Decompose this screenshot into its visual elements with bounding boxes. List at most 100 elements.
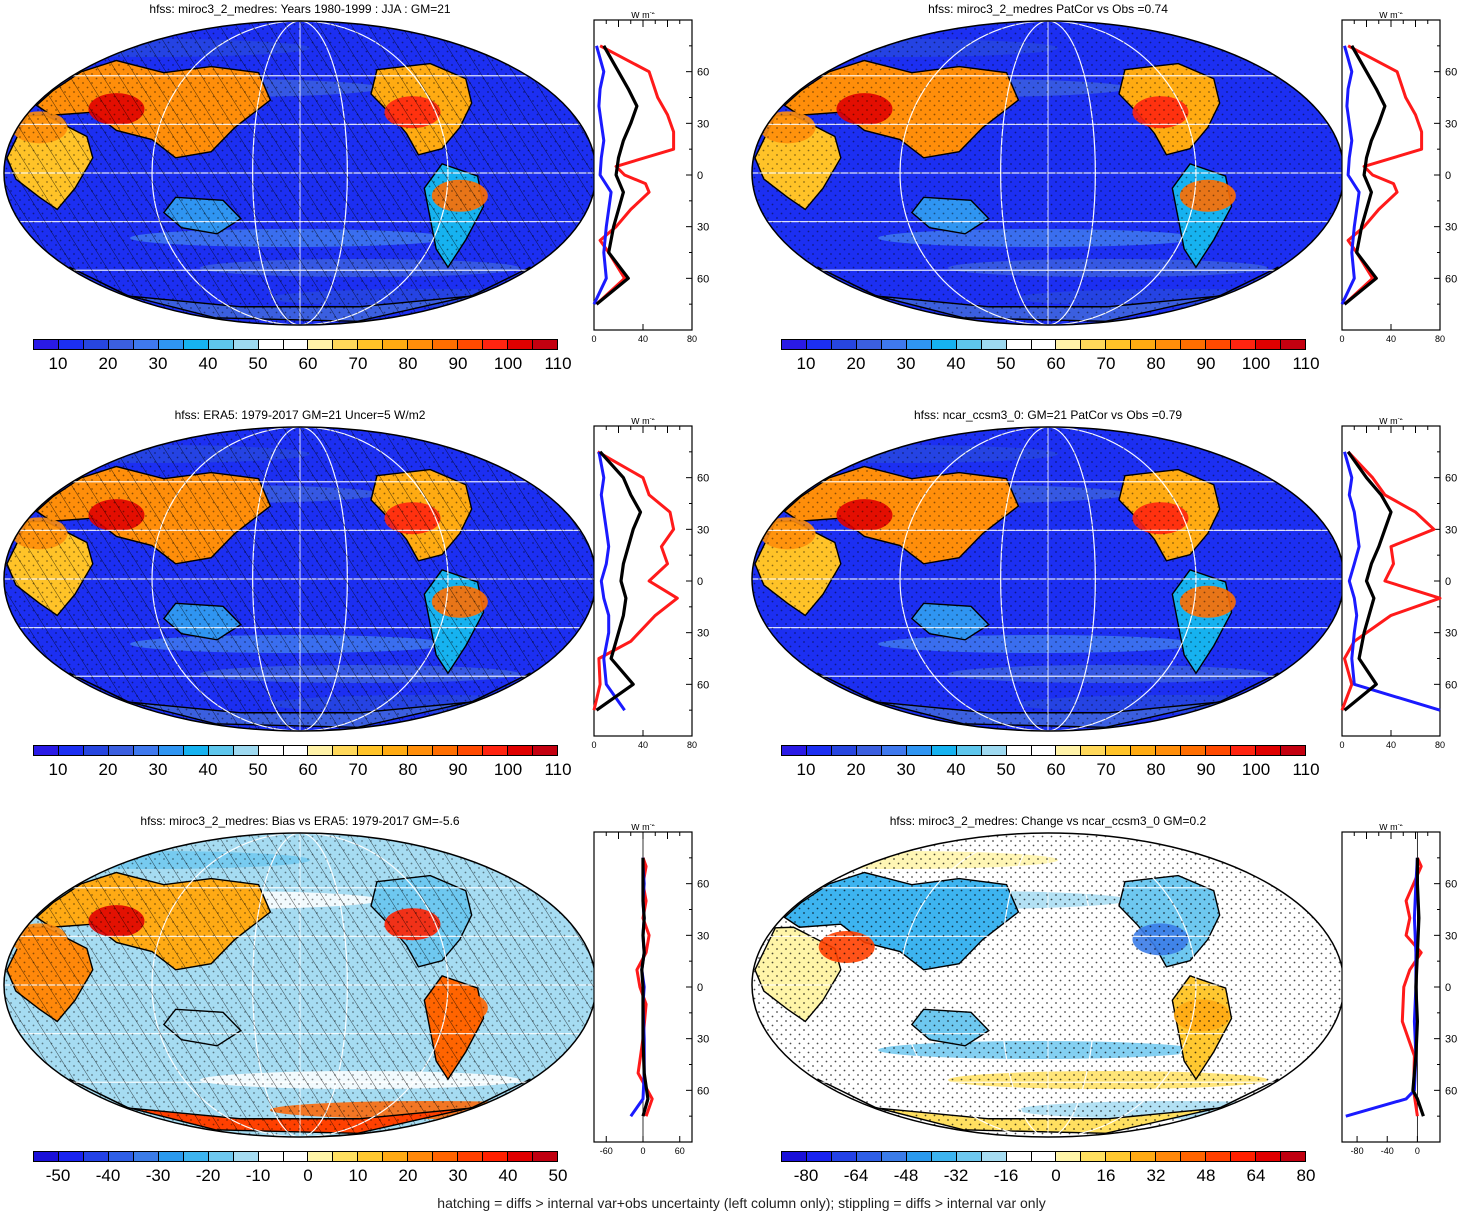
colorbar-tick-label: -80 xyxy=(793,1166,819,1185)
colorbar xyxy=(33,745,558,756)
colorbar-tick-labels: -80 -64 -48 -32 -16 0 16 32 48 64 80 xyxy=(781,1166,1316,1188)
colorbar-tick-label: 0 xyxy=(1051,1166,1061,1185)
colorbar-swatch xyxy=(233,1152,259,1161)
colorbar-swatch xyxy=(981,340,1007,349)
colorbar-tick-label: 110 xyxy=(1292,354,1320,373)
colorbar-swatch xyxy=(856,340,882,349)
colorbar-tick-label: 90 xyxy=(448,354,468,373)
colorbar-swatch xyxy=(831,340,857,349)
map-field xyxy=(752,21,1344,325)
profile-x-tick-label: 80 xyxy=(687,740,697,750)
zonal-mean-profile: W m-2 0 40 80 60N 30N 0 30S 60S xyxy=(1339,12,1458,344)
colorbar-swatch xyxy=(383,340,409,349)
colorbar xyxy=(781,1151,1306,1162)
colorbar-swatch xyxy=(1206,746,1232,755)
colorbar-tick-label: 50 xyxy=(248,354,268,373)
colorbar-tick-label: 40 xyxy=(946,760,966,779)
profile-lat-label: 0 xyxy=(697,982,703,994)
colorbar-tick-label: 60 xyxy=(1046,354,1066,373)
profile-frame xyxy=(1341,831,1441,1143)
profile-series-red xyxy=(1340,450,1442,711)
profile-lat-label: 30N xyxy=(1445,118,1458,130)
colorbar-swatch xyxy=(1031,340,1057,349)
colorbar-swatch xyxy=(1281,340,1306,349)
profile-series-blue xyxy=(1343,451,1441,712)
colorbar-tick-labels: 10 20 30 40 50 60 70 80 90 100 110 xyxy=(781,354,1320,376)
colorbar-swatch xyxy=(1281,746,1306,755)
profile-x-tick-label: 0 xyxy=(591,740,596,750)
map-field xyxy=(752,427,1344,731)
colorbar-swatch xyxy=(881,746,907,755)
colorbar-tick-labels: 10 20 30 40 50 60 70 80 90 100 110 xyxy=(781,760,1320,782)
colorbar-swatch xyxy=(831,746,857,755)
colorbar-swatch xyxy=(158,746,184,755)
colorbar-swatch xyxy=(283,1152,309,1161)
colorbar-swatch xyxy=(508,746,534,755)
colorbar-swatch xyxy=(258,340,284,349)
profile-frame xyxy=(593,19,693,331)
colorbar-swatch xyxy=(1231,340,1257,349)
profile-unit-label: W m-2 xyxy=(1379,824,1403,832)
robinson-map xyxy=(3,832,597,1138)
profile-x-tick-label: 60 xyxy=(675,1146,685,1156)
figure-footnote: hatching = diffs > internal var+obs unce… xyxy=(437,1195,1046,1211)
profile-series-black xyxy=(1411,857,1425,1117)
colorbar-swatch xyxy=(408,746,434,755)
colorbar-swatch xyxy=(1231,746,1257,755)
profile-x-tick-label: 80 xyxy=(1435,740,1445,750)
colorbar-swatch xyxy=(208,1152,234,1161)
colorbar-tick-label: 90 xyxy=(1196,760,1216,779)
colorbar-tick-label: 60 xyxy=(298,760,318,779)
panel-bias-vs-era5: hfss: miroc3_2_medres: Bias vs ERA5: 197… xyxy=(0,812,730,1202)
colorbar-tick-label: -20 xyxy=(195,1166,221,1185)
colorbar-tick-label: 10 xyxy=(48,354,68,373)
colorbar-tick-label: 70 xyxy=(1096,354,1116,373)
colorbar-swatch xyxy=(208,340,234,349)
colorbar-swatch xyxy=(34,1152,59,1161)
colorbar-swatch xyxy=(831,1152,857,1161)
profile-unit-label: W m-2 xyxy=(1379,418,1403,426)
profile-series-blue xyxy=(592,45,613,305)
colorbar-tick-label: 70 xyxy=(348,354,368,373)
colorbar-swatch xyxy=(433,340,459,349)
colorbar-swatch xyxy=(308,1152,334,1161)
panel-miroc-climatology: hfss: miroc3_2_medres: Years 1980-1999 :… xyxy=(0,0,730,390)
profile-series-black xyxy=(595,45,639,306)
colorbar-swatch xyxy=(1106,340,1132,349)
colorbar-swatch xyxy=(258,746,284,755)
colorbar-swatch xyxy=(108,746,134,755)
profile-lat-label: 60N xyxy=(1445,67,1458,79)
profile-x-tick-label: 80 xyxy=(687,334,697,344)
colorbar xyxy=(33,339,558,350)
colorbar-tick-label: 50 xyxy=(248,760,268,779)
colorbar-swatch xyxy=(408,340,434,349)
colorbar-swatch xyxy=(1031,746,1057,755)
stippling-overlay xyxy=(4,833,596,1137)
colorbar-tick-label: -16 xyxy=(993,1166,1019,1185)
colorbar-swatch xyxy=(956,1152,982,1161)
colorbar-tick-label: 40 xyxy=(498,1166,518,1185)
colorbar-swatch xyxy=(283,746,309,755)
colorbar-tick-label: 10 xyxy=(48,760,68,779)
profile-frame xyxy=(1341,19,1441,331)
colorbar-tick-label: -40 xyxy=(95,1166,121,1185)
colorbar-swatch xyxy=(458,1152,484,1161)
profile-unit-exponent: -2 xyxy=(650,12,656,16)
profile-lat-label: 60N xyxy=(697,879,710,891)
profile-lat-label: 30S xyxy=(697,1034,710,1046)
colorbar-swatch xyxy=(1006,746,1032,755)
profile-unit-exponent: -2 xyxy=(650,418,656,422)
profile-x-tick-label: 0 xyxy=(1415,1146,1420,1156)
colorbar-swatch xyxy=(1206,340,1232,349)
colorbar-tick-label: 30 xyxy=(448,1166,468,1185)
colorbar-swatch xyxy=(1081,340,1107,349)
profile-x-tick-label: 80 xyxy=(1435,334,1445,344)
colorbar-swatch xyxy=(483,746,509,755)
profile-lat-label: 60S xyxy=(697,273,710,285)
colorbar-tick-label: 90 xyxy=(448,760,468,779)
colorbar xyxy=(33,1151,558,1162)
profile-lat-label: 0 xyxy=(1445,576,1451,588)
colorbar-swatch xyxy=(1256,746,1282,755)
colorbar-tick-label: 100 xyxy=(1241,760,1271,779)
profile-x-tick-label: 40 xyxy=(638,334,648,344)
